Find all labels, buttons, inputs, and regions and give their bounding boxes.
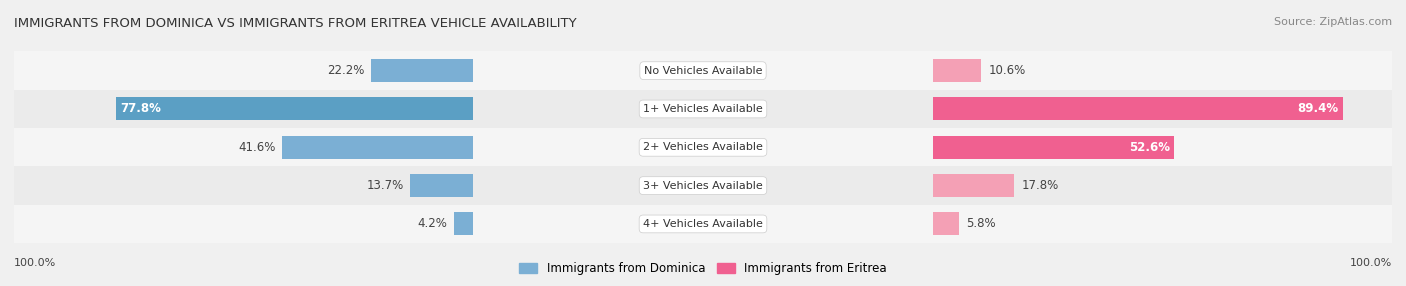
Bar	[283, 136, 474, 159]
Bar	[411, 174, 474, 197]
Text: 52.6%: 52.6%	[1129, 141, 1170, 154]
Text: Source: ZipAtlas.com: Source: ZipAtlas.com	[1274, 17, 1392, 27]
Text: 77.8%: 77.8%	[121, 102, 162, 116]
Bar	[932, 128, 1392, 166]
Bar	[932, 174, 1014, 197]
Bar	[474, 90, 932, 128]
Text: 4.2%: 4.2%	[418, 217, 447, 231]
Text: 22.2%: 22.2%	[328, 64, 364, 77]
Text: IMMIGRANTS FROM DOMINICA VS IMMIGRANTS FROM ERITREA VEHICLE AVAILABILITY: IMMIGRANTS FROM DOMINICA VS IMMIGRANTS F…	[14, 17, 576, 30]
Bar	[117, 98, 474, 120]
Bar	[932, 212, 959, 235]
Bar	[474, 205, 932, 243]
Bar	[932, 98, 1343, 120]
Text: 2+ Vehicles Available: 2+ Vehicles Available	[643, 142, 763, 152]
Bar	[474, 51, 932, 90]
Bar	[14, 90, 474, 128]
Bar	[932, 166, 1392, 205]
Bar	[932, 205, 1392, 243]
Bar	[454, 212, 474, 235]
Text: 89.4%: 89.4%	[1298, 102, 1339, 116]
Text: 5.8%: 5.8%	[966, 217, 995, 231]
Bar	[14, 166, 474, 205]
Bar	[932, 59, 981, 82]
Text: 13.7%: 13.7%	[367, 179, 404, 192]
Bar	[14, 128, 474, 166]
Bar	[14, 51, 474, 90]
Bar	[474, 166, 932, 205]
Bar	[932, 90, 1392, 128]
Text: 1+ Vehicles Available: 1+ Vehicles Available	[643, 104, 763, 114]
Text: 100.0%: 100.0%	[1350, 258, 1392, 268]
Text: 4+ Vehicles Available: 4+ Vehicles Available	[643, 219, 763, 229]
Text: 41.6%: 41.6%	[238, 141, 276, 154]
Text: 17.8%: 17.8%	[1021, 179, 1059, 192]
Bar	[371, 59, 474, 82]
Bar	[932, 136, 1174, 159]
Legend: Immigrants from Dominica, Immigrants from Eritrea: Immigrants from Dominica, Immigrants fro…	[515, 258, 891, 280]
Bar	[932, 51, 1392, 90]
Text: No Vehicles Available: No Vehicles Available	[644, 66, 762, 76]
Text: 3+ Vehicles Available: 3+ Vehicles Available	[643, 181, 763, 190]
Bar	[14, 205, 474, 243]
Text: 10.6%: 10.6%	[988, 64, 1025, 77]
Bar	[474, 128, 932, 166]
Text: 100.0%: 100.0%	[14, 258, 56, 268]
